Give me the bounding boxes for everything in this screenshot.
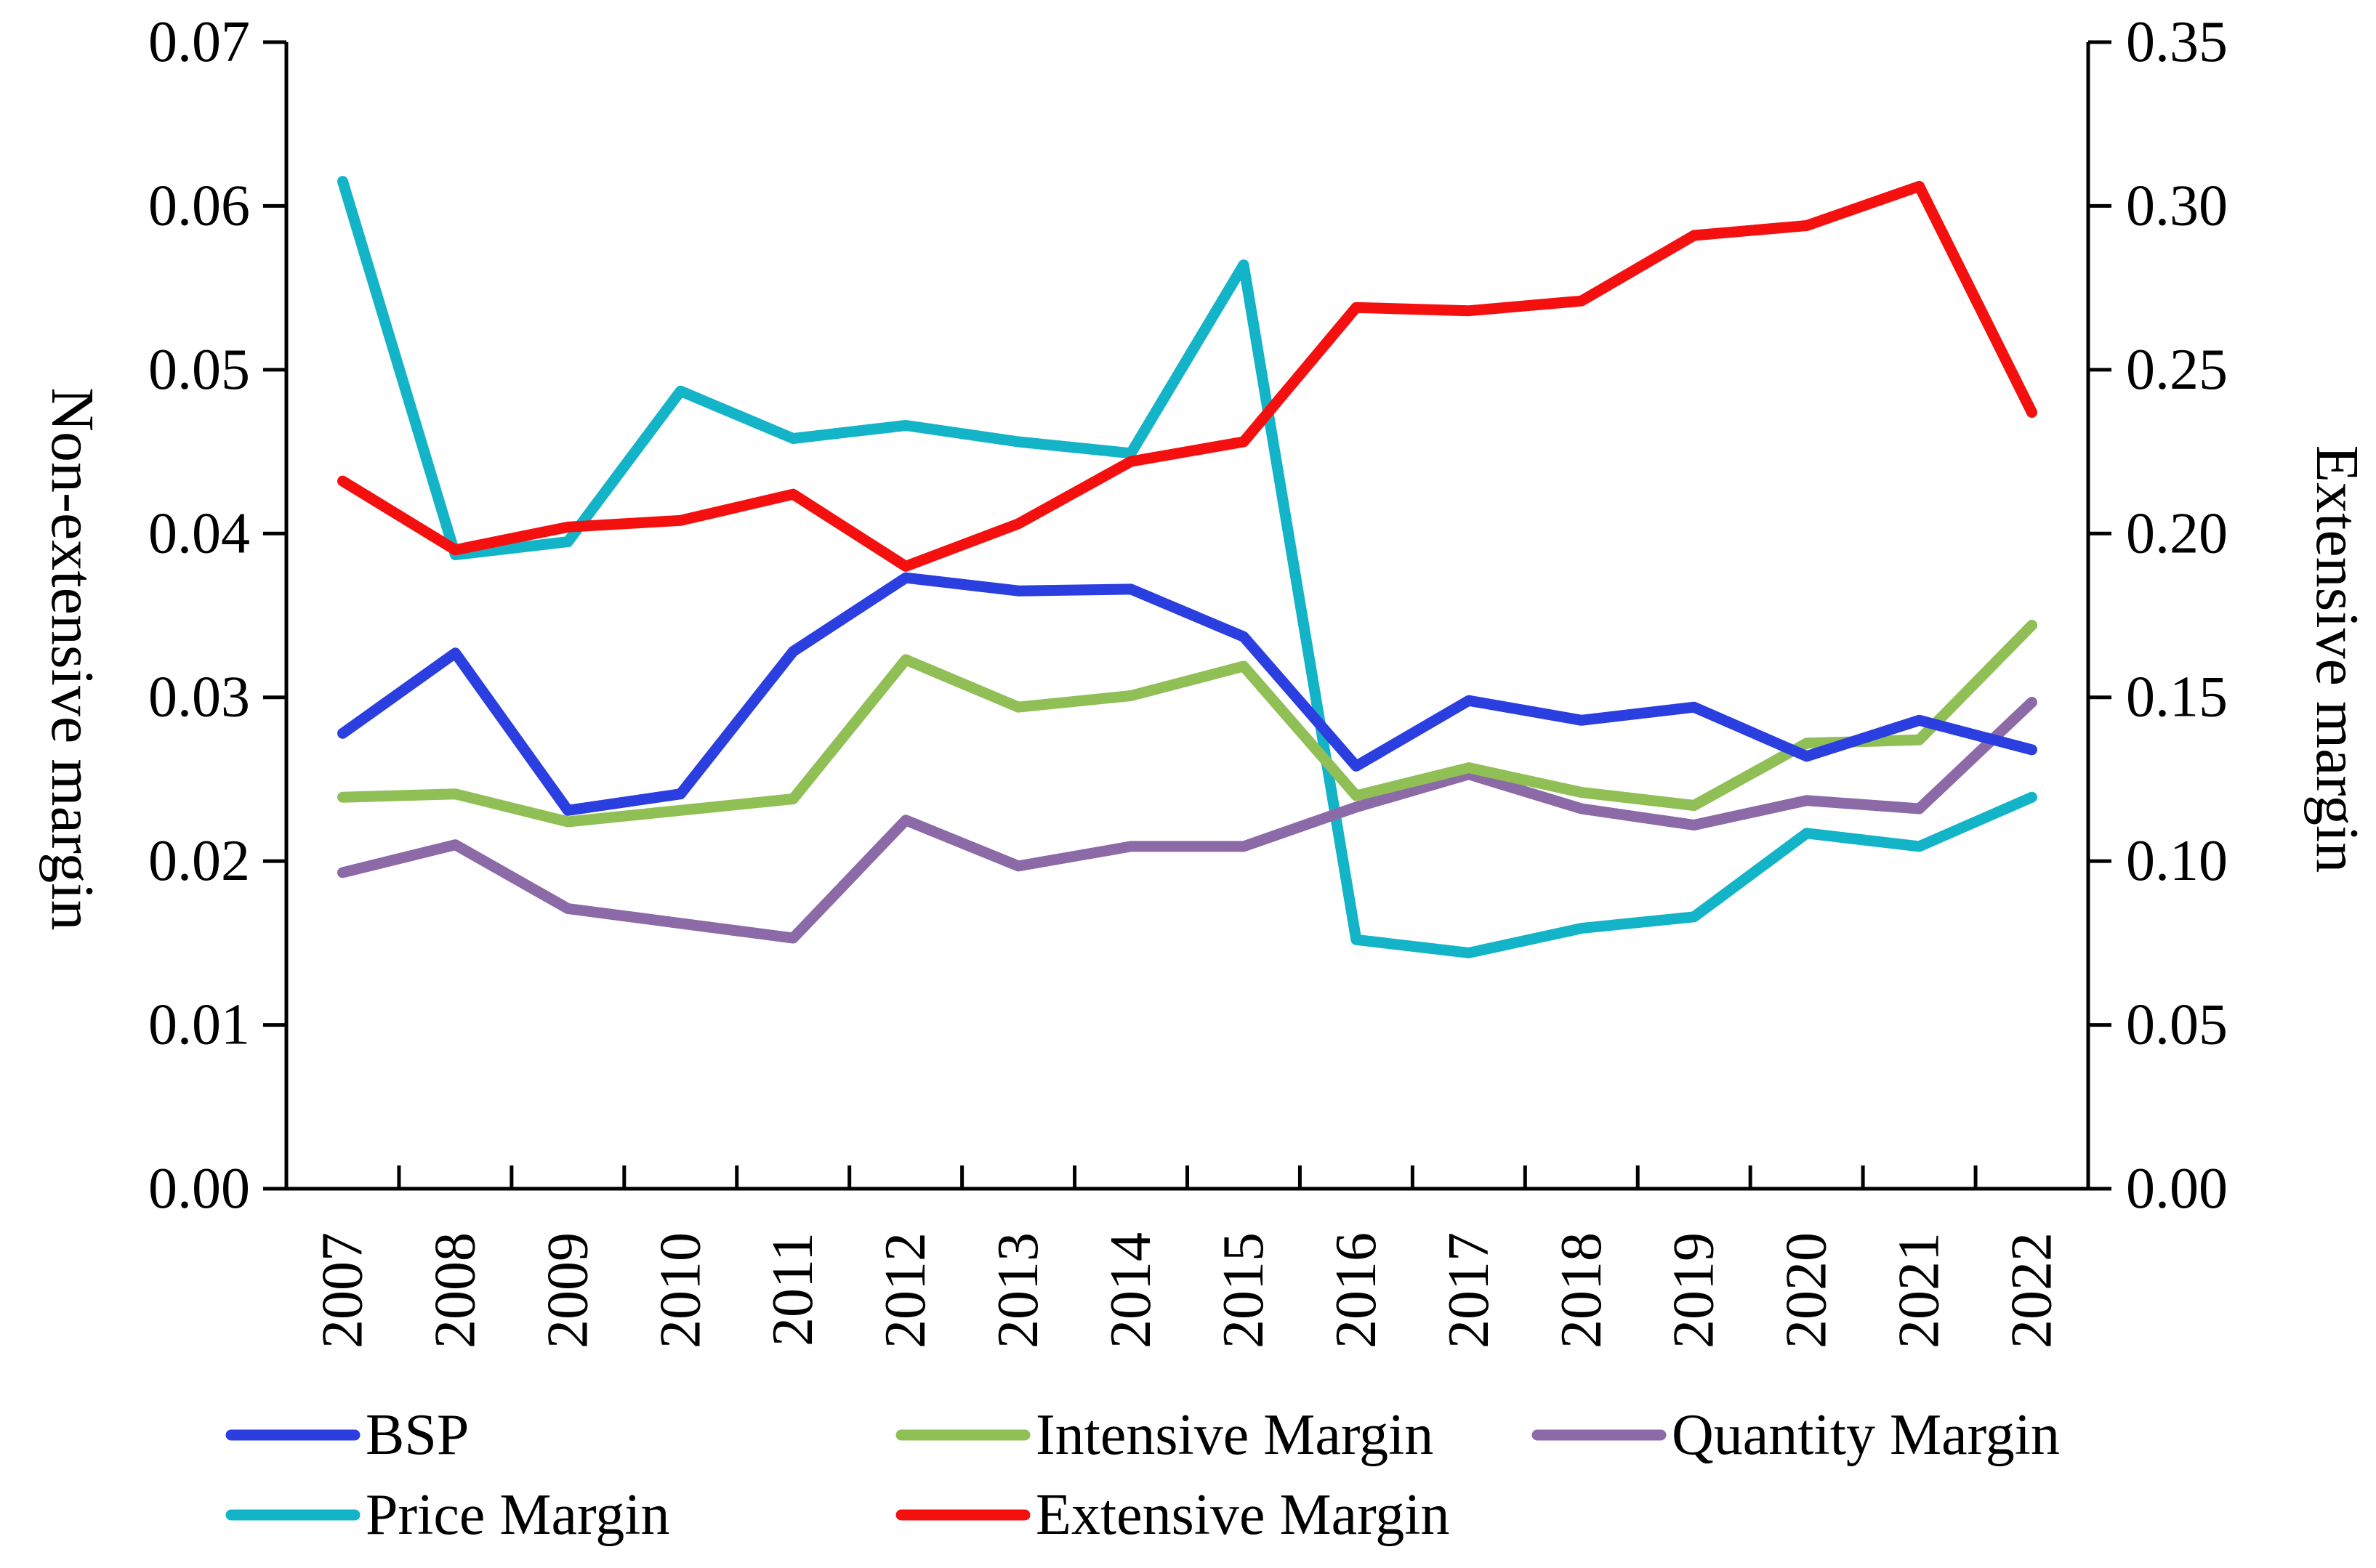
right-tick-label: 0.05 xyxy=(2126,993,2228,1057)
legend: BSP Intensive Margin Quantity Margin Price … xyxy=(225,1403,2060,1547)
series-line-quantity-margin xyxy=(337,697,2037,944)
left-tick-label: 0.01 xyxy=(148,993,250,1057)
series-line-price-margin xyxy=(337,176,2037,958)
legend-label-quantity-margin: Quantity Margin xyxy=(1672,1403,2060,1467)
x-tick-label: 2020 xyxy=(1775,1232,1839,1349)
x-tick-label: 2010 xyxy=(648,1232,712,1349)
left-tick-label: 0.06 xyxy=(148,174,250,238)
legend-label-bsp: BSP xyxy=(366,1403,469,1467)
left-tick-label: 0.00 xyxy=(148,1157,250,1221)
left-tick-label: 0.02 xyxy=(148,829,250,893)
x-tick-label: 2016 xyxy=(1324,1232,1388,1349)
x-tick-label: 2014 xyxy=(1099,1232,1163,1349)
series-line-extensive-margin xyxy=(337,180,2037,572)
right-tick-label: 0.30 xyxy=(2126,174,2228,238)
x-tick-label: 2019 xyxy=(1662,1232,1726,1349)
right-tick-label: 0.25 xyxy=(2126,338,2228,402)
x-tick-label: 2022 xyxy=(2000,1232,2064,1349)
right-tick-label: 0.20 xyxy=(2126,501,2228,565)
right-tick-label: 0.35 xyxy=(2126,10,2228,74)
x-tick-label: 2017 xyxy=(1437,1232,1501,1349)
x-tick-label: 2015 xyxy=(1212,1232,1276,1349)
x-tick-label: 2012 xyxy=(874,1232,938,1349)
right-tick-label: 0.15 xyxy=(2126,666,2228,730)
x-tick-label: 2021 xyxy=(1888,1232,1952,1349)
right-tick-label: 0.10 xyxy=(2126,829,2228,893)
left-tick-label: 0.03 xyxy=(148,666,250,730)
legend-label-extensive-margin: Extensive Margin xyxy=(1036,1483,1450,1547)
left-tick-label: 0.04 xyxy=(148,501,250,565)
ticks: 0.00 0.01 0.02 0.03 0.04 0.05 0.06 0.07 0.00 0.05… xyxy=(148,10,2228,1349)
x-tick-label: 2011 xyxy=(761,1232,825,1346)
left-tick-label: 0.05 xyxy=(148,338,250,402)
right-axis-title: Extensive margin xyxy=(2303,445,2371,873)
series-line-bsp xyxy=(337,572,2037,816)
series-line-intensive-margin xyxy=(337,620,2037,828)
x-tick-label: 2018 xyxy=(1550,1232,1614,1349)
x-tick-label: 2008 xyxy=(423,1232,487,1349)
x-tick-label: 2007 xyxy=(310,1232,374,1349)
left-tick-label: 0.07 xyxy=(148,10,250,74)
left-axis-title: Non-extensive margin xyxy=(39,387,106,930)
legend-label-intensive-margin: Intensive Margin xyxy=(1036,1403,1433,1467)
legend-label-price-margin: Price Margin xyxy=(366,1483,669,1547)
x-tick-label: 2013 xyxy=(986,1232,1050,1349)
right-tick-label: 0.00 xyxy=(2126,1157,2228,1221)
series-lines xyxy=(337,176,2037,958)
x-tick-label: 2009 xyxy=(536,1232,600,1349)
